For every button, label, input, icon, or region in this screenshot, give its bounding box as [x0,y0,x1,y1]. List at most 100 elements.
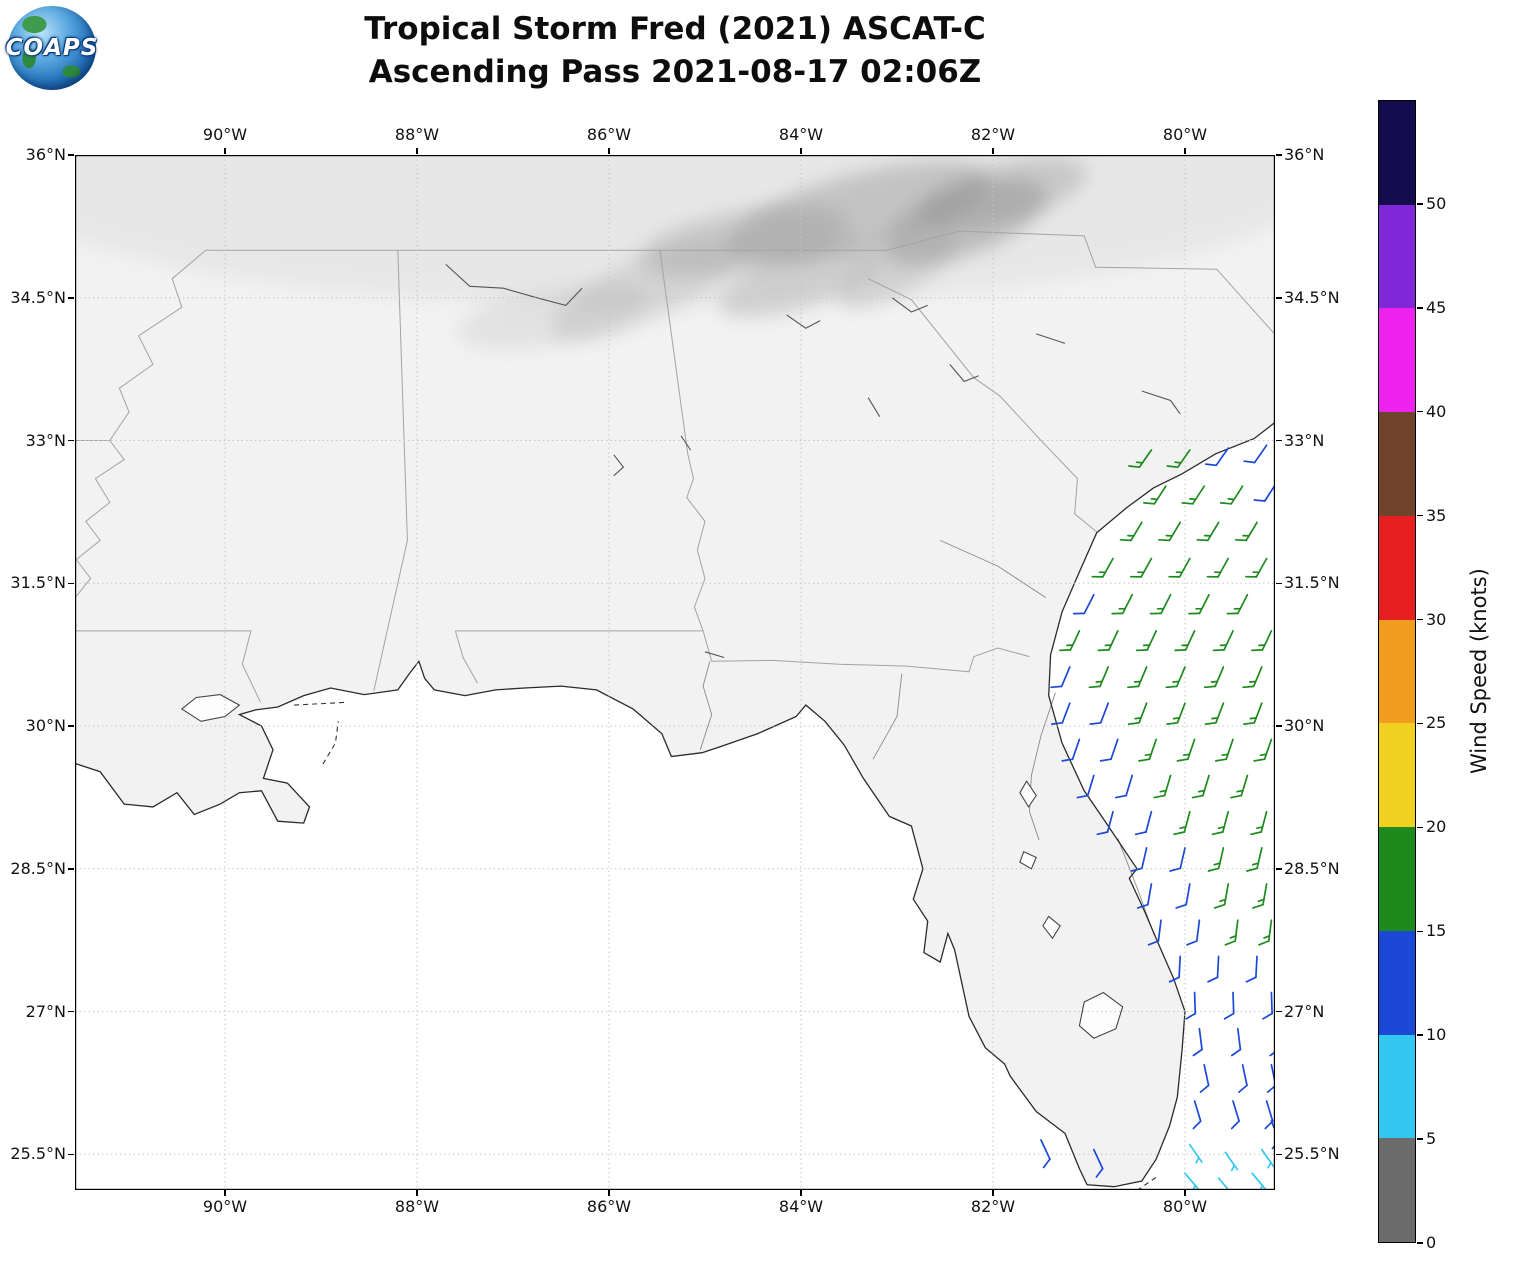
longitude-tick-label: 82°W [970,1197,1016,1216]
wind-barb [1168,955,1182,983]
wind-barb [1234,521,1258,542]
latitude-tick-label: 25.5°N [1284,1144,1340,1164]
wind-barb [1192,1100,1202,1130]
wind-barb [1203,666,1225,689]
plot-frame [75,155,1276,1191]
wind-barb [1166,702,1186,725]
colorbar-tick [1417,930,1423,933]
wind-barb [1175,883,1191,909]
state-border [454,630,478,684]
wind-barb [1111,593,1134,615]
longitude-tick-label: 86°W [586,1197,632,1216]
wind-barb [1224,1151,1239,1172]
wind-barb [1196,521,1220,542]
colorbar-segment-0-5 [1379,1138,1415,1243]
coaps-logo: COAPS [6,6,97,90]
wind-barb [1165,666,1186,689]
colorbar-segment-20-25 [1379,723,1415,828]
colorbar-tick-label: 20 [1426,817,1447,837]
wind-barb [1206,557,1230,578]
axis-tick [1276,154,1282,156]
coastline [75,421,1275,1188]
lake-outline [613,454,625,477]
wind-barb [1129,557,1153,578]
wind-barb [1092,1148,1104,1178]
axis-tick [800,1190,802,1196]
axis-tick [992,148,994,154]
wind-barb [1127,666,1148,689]
lake [1078,991,1124,1039]
wind-barb [1204,702,1225,725]
wind-barb [1096,810,1114,836]
latitude-tick-label: 27°N [1284,1001,1325,1021]
wind-barb [1099,738,1119,762]
wind-barb [1250,810,1268,836]
longitude-tick-label: 86°W [586,125,632,144]
wind-barb [1213,883,1230,909]
latitude-tick-label: 25.5°N [10,1144,66,1164]
plot-area [75,155,1276,1191]
wind-barb [1230,774,1249,799]
terrain-shading [456,284,647,350]
axis-tick [1276,868,1282,870]
colorbar-segment-10-15 [1379,930,1415,1035]
colorbar-tick [1417,410,1423,413]
lake [1019,780,1037,808]
wind-barb [1243,444,1268,464]
wind-barb [1136,883,1153,909]
longitude-tick-label: 90°W [202,125,248,144]
colorbar-segment-40-45 [1379,308,1415,413]
wind-barb [1214,738,1234,762]
latitude-tick-label: 31.5°N [1284,573,1340,593]
longitude-tick-label: 88°W [394,1197,440,1216]
lake-outline [1141,390,1181,415]
lake-outline [445,263,583,307]
colorbar-segment-35-40 [1379,412,1415,516]
colorbar-tick-label: 50 [1426,193,1447,213]
longitude-tick-label: 84°W [778,125,824,144]
latitude-tick-label: 31.5°N [10,573,66,593]
wind-barb [1072,593,1095,615]
latitude-tick-label: 30°N [25,716,66,736]
wind-barb [1199,1063,1210,1093]
axis-tick [1184,1190,1186,1196]
wind-barb [1089,702,1110,725]
colorbar-tick-label: 0 [1426,1233,1437,1252]
axis-tick [68,868,74,870]
axis-tick [68,439,74,442]
state-border [75,249,207,627]
colorbar-tick-label: 35 [1426,505,1447,525]
colorbar-tick [1417,307,1423,309]
colorbar-segment-5-10 [1379,1034,1415,1139]
wind-barb [1114,774,1134,799]
colorbar-tick [1417,203,1423,205]
colorbar-tick-label: 10 [1426,1025,1447,1045]
latitude-tick-label: 28.5°N [1284,858,1340,878]
land [75,155,1275,1187]
colorbar-tick-label: 30 [1426,609,1447,629]
wind-barb [1238,1063,1248,1093]
river [872,673,903,760]
wind-barb [1091,557,1114,578]
latitude-tick-label: 36°N [1284,145,1325,164]
colorbar-segment-25-30 [1379,619,1415,724]
axis-tick [416,1190,418,1196]
colorbar-tick [1417,1034,1423,1036]
colorbar-segment-45-50 [1379,204,1415,309]
lake-outline [891,297,928,313]
island-chain [322,721,339,765]
latitude-tick-label: 33°N [1284,430,1325,450]
wind-barb [1243,702,1263,725]
wind-barb [1138,738,1158,762]
axis-tick [68,297,74,299]
wind-barb [1173,810,1191,836]
wind-barb [1130,847,1148,872]
wind-barb [1061,738,1081,762]
axis-tick [224,148,226,154]
wind-barb [1185,991,1197,1020]
wind-barb [1166,449,1191,469]
wind-barb [1188,593,1210,615]
wind-barb-layer [1040,444,1275,1190]
river [699,661,713,750]
wind-barb [1051,702,1071,725]
